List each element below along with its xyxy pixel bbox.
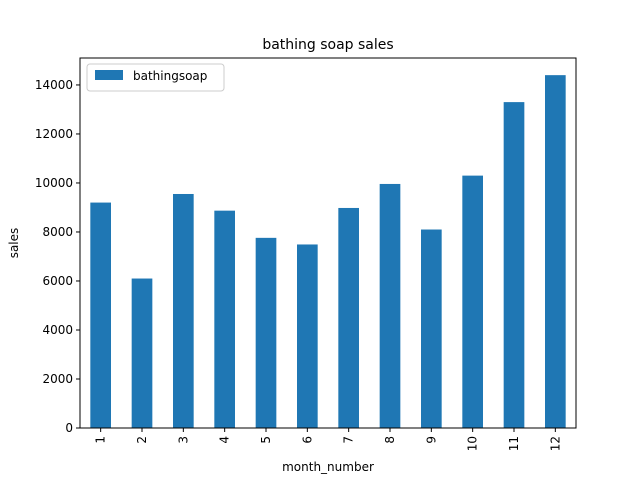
bar-month-12 — [545, 75, 566, 429]
y-tick-label: 6000 — [42, 274, 73, 288]
bar-month-11 — [503, 102, 525, 429]
y-tick-label: 8000 — [42, 225, 73, 239]
y-tick-label: 4000 — [42, 323, 73, 337]
y-axis-label: sales — [7, 228, 21, 259]
legend-label: bathingsoap — [133, 69, 207, 83]
bar-month-1 — [90, 202, 111, 428]
x-tick-label: 12 — [548, 436, 562, 451]
bar-month-4 — [214, 210, 235, 428]
x-tick-label: 6 — [300, 436, 314, 444]
x-tick-label: 11 — [507, 436, 521, 451]
x-axis-label: month_number — [282, 460, 374, 474]
bar-month-2 — [131, 278, 153, 428]
y-tick-label: 0 — [65, 421, 73, 435]
x-tick-label: 8 — [383, 436, 397, 444]
bar-month-9 — [421, 229, 442, 428]
x-tick-label: 4 — [218, 436, 232, 444]
y-tick-label: 10000 — [35, 176, 73, 190]
legend: bathingsoap — [86, 63, 225, 92]
x-tick-label: 3 — [176, 436, 190, 444]
x-tick-label: 10 — [466, 436, 480, 451]
plot-frame — [79, 57, 577, 429]
y-tick-label: 12000 — [35, 127, 73, 141]
y-axis-ticks: 0 2000 4000 6000 8000 10000 12000 14000 — [35, 78, 80, 435]
bar-month-7 — [338, 207, 359, 428]
bar-month-8 — [379, 183, 401, 428]
x-tick-label: 2 — [135, 436, 149, 444]
bar-month-5 — [255, 237, 277, 428]
x-axis-ticks: 1 2 3 4 5 6 7 8 9 10 11 12 — [94, 428, 562, 451]
x-tick-label: 1 — [94, 436, 108, 444]
chart-title: bathing soap sales — [262, 37, 393, 53]
x-tick-label: 9 — [424, 436, 438, 444]
bar-month-6 — [297, 244, 318, 428]
y-tick-label: 2000 — [42, 372, 73, 386]
bar-month-3 — [173, 193, 194, 428]
legend-swatch — [95, 70, 123, 80]
bars-group — [90, 75, 566, 429]
x-tick-label: 7 — [342, 436, 356, 444]
bar-month-10 — [462, 175, 483, 428]
x-tick-label: 5 — [259, 436, 273, 444]
y-tick-label: 14000 — [35, 78, 73, 92]
